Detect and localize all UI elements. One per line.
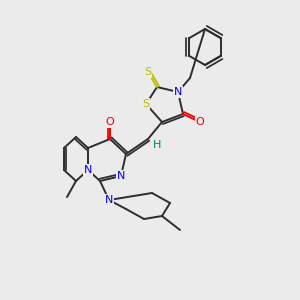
Text: N: N	[117, 171, 125, 181]
Text: S: S	[142, 99, 150, 109]
Text: H: H	[153, 140, 161, 150]
Text: N: N	[105, 195, 113, 205]
Text: O: O	[196, 117, 204, 127]
Text: N: N	[174, 87, 182, 97]
Text: N: N	[84, 165, 92, 175]
Text: S: S	[144, 67, 152, 77]
Text: O: O	[106, 117, 114, 127]
